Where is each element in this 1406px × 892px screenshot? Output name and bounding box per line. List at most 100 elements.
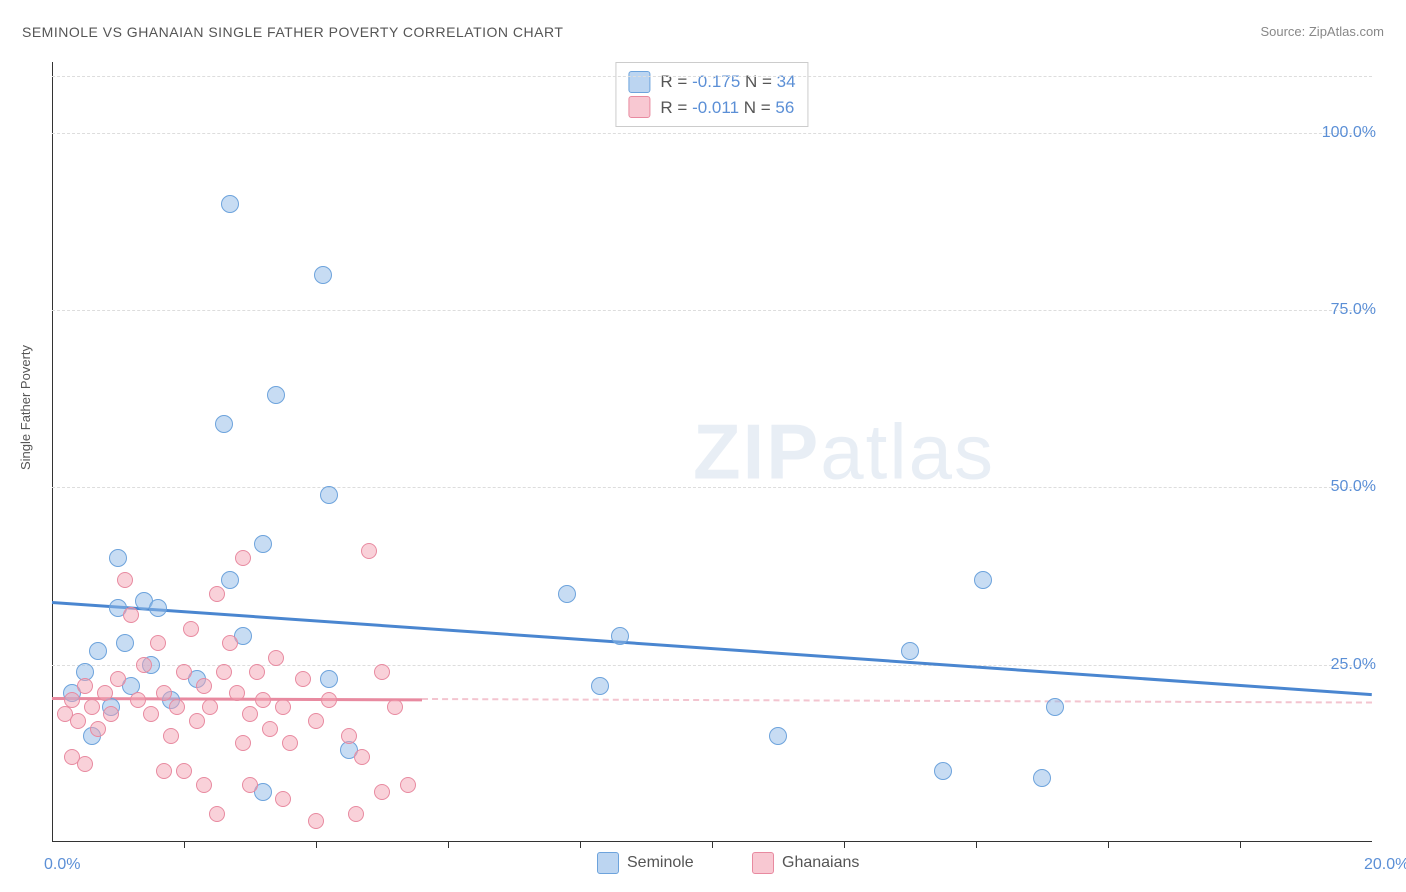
- legend-swatch: [597, 852, 619, 874]
- data-point: [77, 756, 93, 772]
- data-point: [209, 586, 225, 602]
- data-point: [150, 635, 166, 651]
- data-point: [156, 763, 172, 779]
- data-point: [374, 784, 390, 800]
- data-point: [229, 685, 245, 701]
- data-point: [215, 415, 233, 433]
- x-tick: [712, 842, 713, 848]
- data-point: [268, 650, 284, 666]
- legend-text: R = -0.011 N = 56: [660, 95, 794, 121]
- data-point: [196, 777, 212, 793]
- data-point: [611, 627, 629, 645]
- data-point: [64, 692, 80, 708]
- data-point: [387, 699, 403, 715]
- data-point: [221, 571, 239, 589]
- data-point: [116, 634, 134, 652]
- data-point: [235, 735, 251, 751]
- series-legend-item: Seminole: [597, 852, 694, 874]
- trend-line: [52, 601, 1372, 696]
- data-point: [110, 671, 126, 687]
- legend-row: R = -0.011 N = 56: [628, 95, 795, 121]
- x-tick-label: 20.0%: [1364, 856, 1406, 874]
- x-tick: [184, 842, 185, 848]
- grid-line: [52, 133, 1372, 134]
- y-axis-label: Single Father Poverty: [18, 345, 33, 470]
- legend-swatch: [752, 852, 774, 874]
- data-point: [97, 685, 113, 701]
- data-point: [314, 266, 332, 284]
- data-point: [156, 685, 172, 701]
- data-point: [222, 635, 238, 651]
- data-point: [934, 762, 952, 780]
- data-point: [90, 721, 106, 737]
- data-point: [275, 699, 291, 715]
- data-point: [341, 728, 357, 744]
- data-point: [242, 777, 258, 793]
- data-point: [262, 721, 278, 737]
- legend-swatch: [628, 96, 650, 118]
- source-label: Source: ZipAtlas.com: [1260, 24, 1384, 39]
- data-point: [209, 806, 225, 822]
- x-tick: [844, 842, 845, 848]
- data-point: [249, 664, 265, 680]
- data-point: [254, 535, 272, 553]
- grid-line: [52, 487, 1372, 488]
- data-point: [295, 671, 311, 687]
- x-tick: [580, 842, 581, 848]
- x-tick: [1108, 842, 1109, 848]
- data-point: [901, 642, 919, 660]
- data-point: [176, 664, 192, 680]
- data-point: [267, 386, 285, 404]
- x-tick: [448, 842, 449, 848]
- y-tick-label: 100.0%: [1322, 124, 1376, 142]
- data-point: [974, 571, 992, 589]
- data-point: [176, 763, 192, 779]
- data-point: [400, 777, 416, 793]
- data-point: [149, 599, 167, 617]
- data-point: [103, 706, 119, 722]
- x-tick: [976, 842, 977, 848]
- scatter-plot: ZIPatlas R = -0.175 N = 34R = -0.011 N =…: [52, 62, 1372, 842]
- data-point: [308, 813, 324, 829]
- data-point: [123, 607, 139, 623]
- data-point: [374, 664, 390, 680]
- data-point: [196, 678, 212, 694]
- data-point: [348, 806, 364, 822]
- legend-label: Ghanaians: [782, 854, 859, 872]
- data-point: [189, 713, 205, 729]
- data-point: [136, 657, 152, 673]
- trend-line: [422, 698, 1372, 704]
- data-point: [183, 621, 199, 637]
- data-point: [143, 706, 159, 722]
- data-point: [591, 677, 609, 695]
- data-point: [1033, 769, 1051, 787]
- data-point: [202, 699, 218, 715]
- watermark: ZIPatlas: [693, 407, 995, 498]
- data-point: [242, 706, 258, 722]
- data-point: [320, 670, 338, 688]
- data-point: [558, 585, 576, 603]
- legend-label: Seminole: [627, 854, 694, 872]
- data-point: [282, 735, 298, 751]
- legend-text: R = -0.175 N = 34: [660, 69, 795, 95]
- data-point: [117, 572, 133, 588]
- data-point: [163, 728, 179, 744]
- data-point: [769, 727, 787, 745]
- grid-line: [52, 310, 1372, 311]
- data-point: [216, 664, 232, 680]
- grid-line: [52, 76, 1372, 77]
- data-point: [255, 692, 271, 708]
- data-point: [354, 749, 370, 765]
- y-tick-label: 75.0%: [1331, 301, 1376, 319]
- x-tick: [1240, 842, 1241, 848]
- y-tick-label: 50.0%: [1331, 478, 1376, 496]
- data-point: [321, 692, 337, 708]
- chart-title: SEMINOLE VS GHANAIAN SINGLE FATHER POVER…: [22, 24, 563, 40]
- y-tick-label: 25.0%: [1331, 656, 1376, 674]
- data-point: [221, 195, 239, 213]
- data-point: [308, 713, 324, 729]
- data-point: [320, 486, 338, 504]
- data-point: [109, 549, 127, 567]
- x-tick: [316, 842, 317, 848]
- data-point: [84, 699, 100, 715]
